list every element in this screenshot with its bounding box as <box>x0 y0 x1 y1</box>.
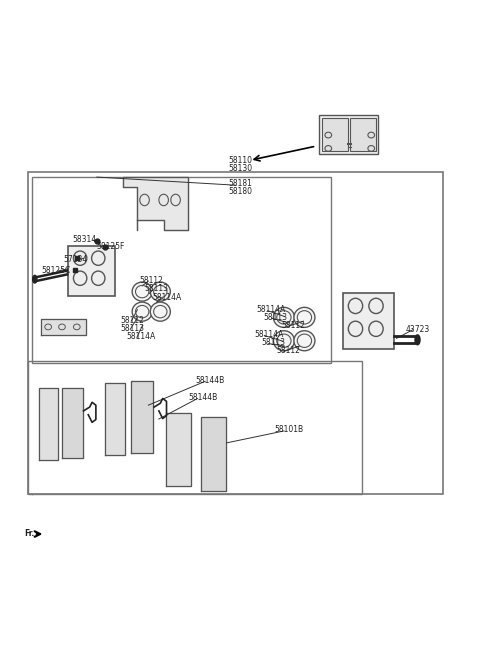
Text: 58130: 58130 <box>228 164 252 173</box>
Text: 58112: 58112 <box>120 316 144 325</box>
Text: 58114A: 58114A <box>254 330 283 339</box>
Polygon shape <box>38 388 58 460</box>
Polygon shape <box>106 384 125 455</box>
Ellipse shape <box>132 282 152 301</box>
Bar <box>322 118 348 151</box>
Ellipse shape <box>274 331 294 351</box>
Text: 58144B: 58144B <box>195 376 225 385</box>
Text: 58110: 58110 <box>228 156 252 165</box>
Polygon shape <box>166 413 192 486</box>
Bar <box>68 246 115 296</box>
Text: 58112: 58112 <box>277 346 300 355</box>
Polygon shape <box>62 388 83 458</box>
Text: 58112: 58112 <box>140 276 164 285</box>
Text: 58144B: 58144B <box>188 393 217 402</box>
Text: 58113: 58113 <box>264 313 288 322</box>
Text: 58181: 58181 <box>228 179 252 188</box>
Ellipse shape <box>294 307 315 328</box>
Ellipse shape <box>415 335 420 344</box>
Text: 58114A: 58114A <box>256 306 286 314</box>
Text: 58113: 58113 <box>120 324 144 333</box>
Text: 58113: 58113 <box>144 284 168 293</box>
Text: Fr.: Fr. <box>24 528 34 538</box>
Ellipse shape <box>150 282 170 301</box>
Ellipse shape <box>150 302 170 321</box>
Text: 58125F: 58125F <box>96 242 124 251</box>
Bar <box>33 177 331 363</box>
Text: 58180: 58180 <box>228 187 252 196</box>
Ellipse shape <box>33 276 37 283</box>
Text: 58114A: 58114A <box>153 292 182 302</box>
Text: 58114A: 58114A <box>126 332 156 341</box>
Text: 58314: 58314 <box>73 235 97 244</box>
Text: 58112: 58112 <box>281 320 305 330</box>
Polygon shape <box>131 382 153 453</box>
Polygon shape <box>40 319 86 335</box>
Polygon shape <box>201 417 226 491</box>
Bar <box>343 292 394 349</box>
Ellipse shape <box>132 302 152 321</box>
Text: 43723: 43723 <box>406 325 430 334</box>
Bar <box>319 115 378 154</box>
Text: 58113: 58113 <box>262 338 286 347</box>
Ellipse shape <box>274 307 294 328</box>
Bar <box>350 118 376 151</box>
Polygon shape <box>123 177 188 229</box>
Text: 58101B: 58101B <box>274 426 303 434</box>
Text: 57134: 57134 <box>63 255 87 264</box>
Text: 58125C: 58125C <box>42 266 71 274</box>
Ellipse shape <box>294 331 315 351</box>
Bar <box>28 172 443 495</box>
